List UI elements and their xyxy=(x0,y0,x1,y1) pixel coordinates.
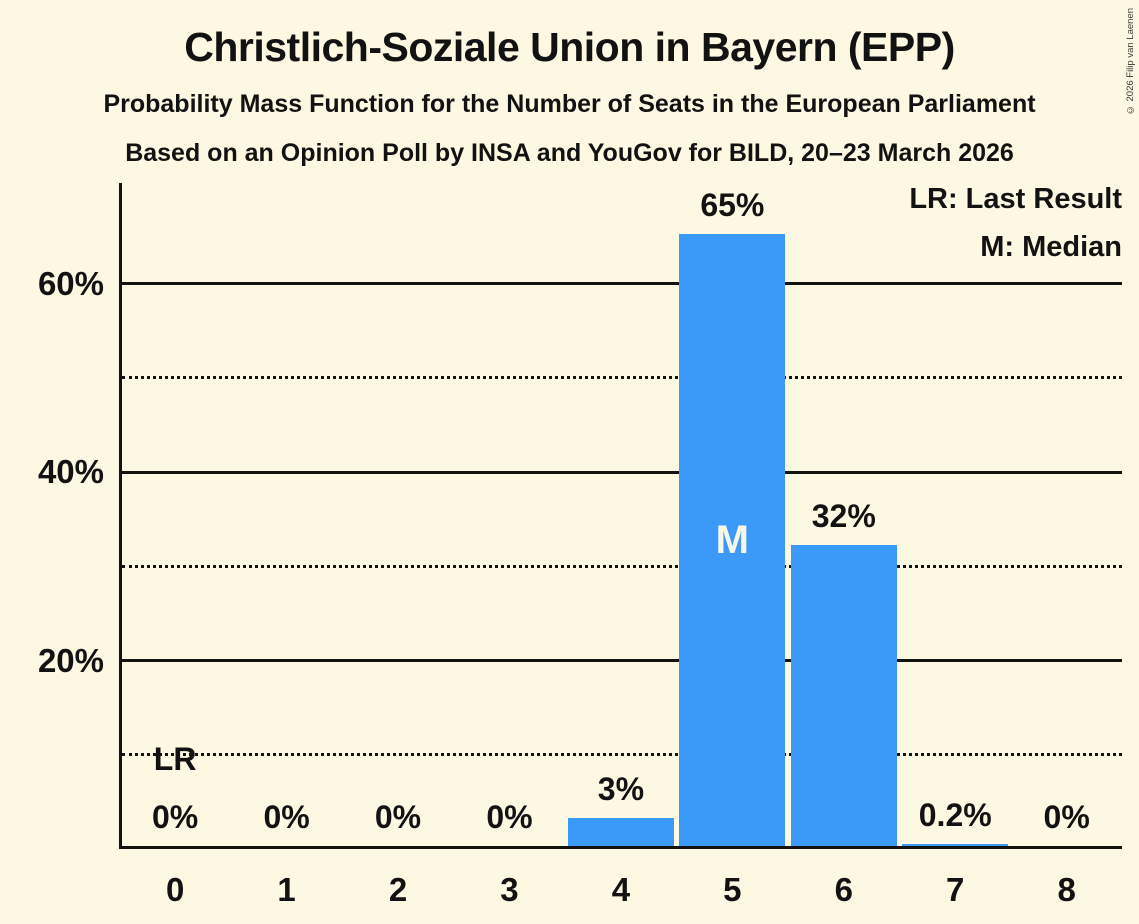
x-axis-label-0: 0 xyxy=(165,871,185,908)
bar-value-label-4: 3% xyxy=(597,770,645,807)
bar-seats-7 xyxy=(902,844,1009,846)
legend-last-result: LR: Last Result xyxy=(909,183,1122,215)
gridline-60pct xyxy=(122,282,1122,286)
x-axis-label-4: 4 xyxy=(611,871,631,908)
bar-value-label-8: 0% xyxy=(1043,799,1090,835)
bar-value-label-7: 0.2% xyxy=(918,797,992,834)
gridline-dotted-10pct xyxy=(122,753,1122,757)
median-marker: M xyxy=(715,517,749,562)
copyright-notice: © 2026 Filip van Laenen xyxy=(1125,8,1136,116)
bar-seats-6 xyxy=(790,544,897,846)
y-axis-label-20%: 20% xyxy=(37,641,104,679)
x-axis-label-5: 5 xyxy=(723,871,742,908)
gridline-dotted-50pct xyxy=(122,376,1122,380)
bar-value-label-6: 32% xyxy=(811,497,876,534)
bar-value-label-2: 0% xyxy=(374,799,422,835)
gridline-dotted-30pct xyxy=(122,564,1122,568)
x-axis-label-6: 6 xyxy=(834,871,853,908)
chart-subtitle: Probability Mass Function for the Number… xyxy=(103,90,1036,118)
bar-value-label-0: 0% xyxy=(152,799,199,835)
gridline-20pct xyxy=(122,659,1122,663)
bar-seats-5 xyxy=(679,233,786,846)
bar-value-label-3: 0% xyxy=(486,799,533,835)
legend-median: M: Median xyxy=(980,231,1122,263)
bar-value-label-5: 65% xyxy=(700,186,765,223)
x-axis-label-7: 7 xyxy=(946,871,965,908)
x-axis-label-2: 2 xyxy=(388,871,408,908)
gridline-40pct xyxy=(122,470,1122,474)
bar-seats-4 xyxy=(567,817,674,846)
bar-value-label-1: 0% xyxy=(263,799,310,835)
plot-area: 0% 0 0% 1 0% 2 0% 3 3% 4 65% 5 32% 6 0.2% 7 0% 8 LR M xyxy=(119,183,1122,907)
chart-poll-details: Based on an Opinion Poll by INSA and You… xyxy=(125,139,1014,167)
last-result-marker: LR xyxy=(153,741,197,777)
chart-legend: LR: Last Result M: Median xyxy=(909,184,1122,280)
y-axis-label-60%: 60% xyxy=(37,264,104,302)
x-axis-label-1: 1 xyxy=(277,871,296,908)
chart-title: Christlich-Soziale Union in Bayern (EPP) xyxy=(184,24,955,70)
x-axis-label-3: 3 xyxy=(500,871,519,908)
y-axis-label-40%: 40% xyxy=(37,453,104,491)
x-axis-label-8: 8 xyxy=(1057,871,1076,908)
